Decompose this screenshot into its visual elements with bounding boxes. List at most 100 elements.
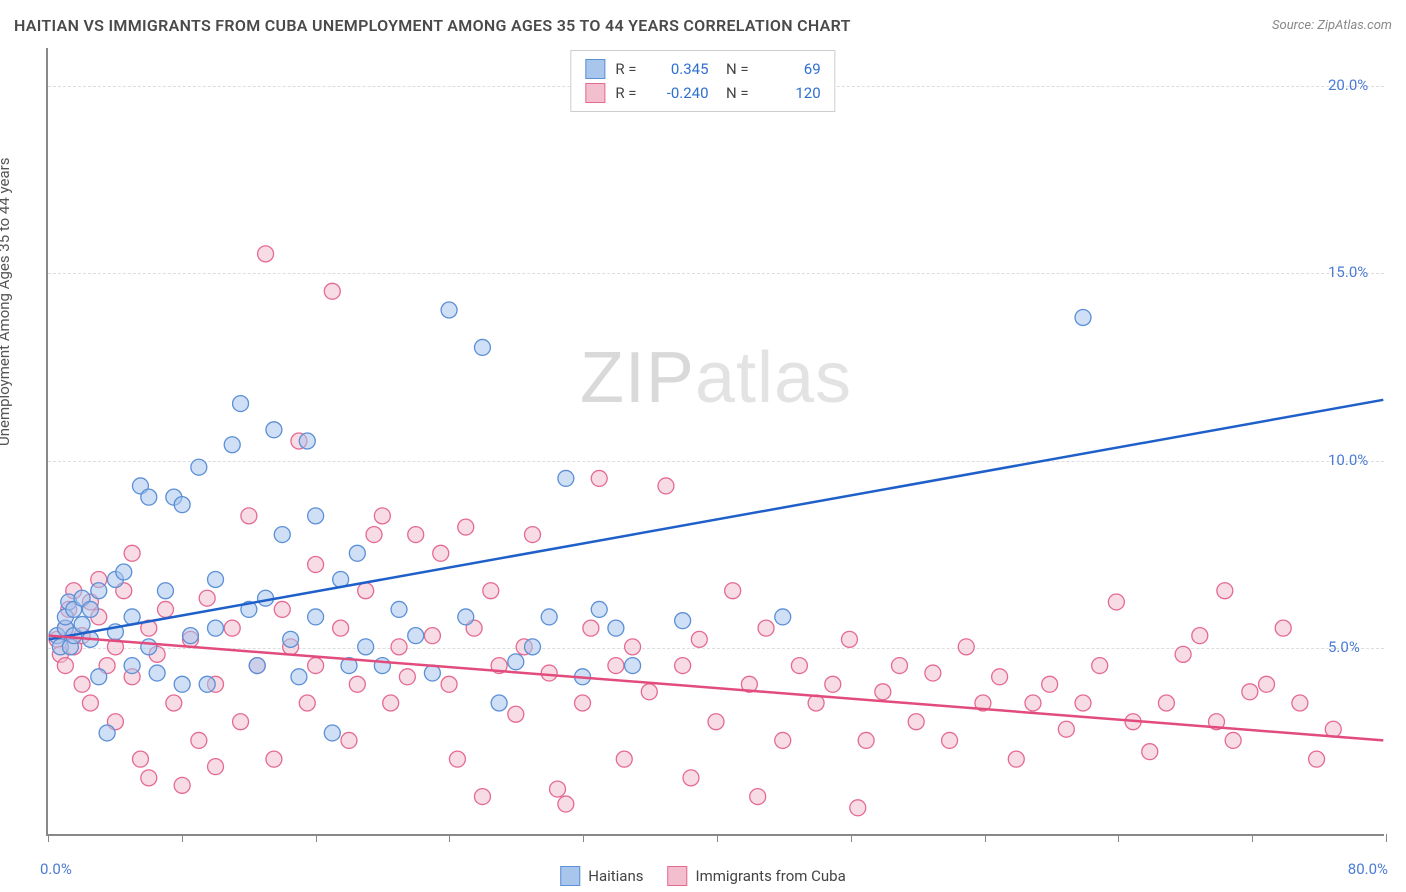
data-point: [366, 527, 382, 543]
series-legend: Haitians Immigrants from Cuba: [560, 866, 846, 886]
legend-item-cuba: Immigrants from Cuba: [667, 866, 845, 886]
data-point: [383, 695, 399, 711]
data-point: [199, 590, 215, 606]
data-point: [474, 339, 490, 355]
data-point: [174, 497, 190, 513]
data-point: [1025, 695, 1041, 711]
data-point: [608, 658, 624, 674]
data-point: [174, 777, 190, 793]
data-point: [308, 557, 324, 573]
data-point: [174, 676, 190, 692]
data-point: [1292, 695, 1308, 711]
data-point: [116, 564, 132, 580]
y-axis-label: Unemployment Among Ages 35 to 44 years: [0, 158, 13, 446]
data-point: [141, 770, 157, 786]
data-point: [74, 616, 90, 632]
data-point: [266, 751, 282, 767]
data-point: [424, 628, 440, 644]
data-point: [1075, 310, 1091, 326]
data-point: [124, 658, 140, 674]
data-point: [525, 527, 541, 543]
data-point: [324, 725, 340, 741]
data-point: [558, 470, 574, 486]
data-point: [299, 433, 315, 449]
data-point: [433, 545, 449, 561]
data-point: [708, 714, 724, 730]
x-tick: [583, 834, 584, 842]
data-point: [791, 658, 807, 674]
data-point: [625, 658, 641, 674]
data-point: [1175, 646, 1191, 662]
data-point: [141, 639, 157, 655]
x-tick: [48, 834, 49, 842]
data-point: [1058, 721, 1074, 737]
data-point: [1142, 744, 1158, 760]
data-point: [1158, 695, 1174, 711]
data-point: [1008, 751, 1024, 767]
data-point: [750, 789, 766, 805]
data-point: [1092, 658, 1108, 674]
plot-container: ZIPatlas: [46, 48, 1384, 836]
data-point: [892, 658, 908, 674]
data-point: [775, 609, 791, 625]
data-point: [1217, 583, 1233, 599]
data-point: [483, 583, 499, 599]
x-tick: [182, 834, 183, 842]
swatch-cuba: [585, 83, 605, 103]
source-label: Source: ZipAtlas.com: [1272, 18, 1392, 33]
data-point: [850, 800, 866, 816]
data-point: [1259, 676, 1275, 692]
x-tick: [985, 834, 986, 842]
data-point: [374, 658, 390, 674]
data-point: [374, 508, 390, 524]
data-point: [1309, 751, 1325, 767]
data-point: [166, 695, 182, 711]
data-point: [274, 527, 290, 543]
data-point: [408, 527, 424, 543]
data-point: [474, 789, 490, 805]
data-point: [132, 751, 148, 767]
n-value-2: 120: [759, 81, 821, 105]
data-point: [725, 583, 741, 599]
data-point: [358, 639, 374, 655]
legend-row-2: R = -0.240 N = 120: [585, 81, 820, 105]
data-point: [541, 665, 557, 681]
data-point: [508, 654, 524, 670]
data-point: [1192, 628, 1208, 644]
data-point: [191, 732, 207, 748]
n-value-1: 69: [759, 57, 821, 81]
x-tick: [1386, 834, 1387, 842]
data-point: [333, 620, 349, 636]
data-point: [408, 628, 424, 644]
data-point: [1325, 721, 1341, 737]
data-point: [183, 628, 199, 644]
data-point: [99, 725, 115, 741]
swatch-cuba-bottom: [667, 866, 687, 886]
data-point: [1108, 594, 1124, 610]
data-point: [541, 609, 557, 625]
data-point: [391, 601, 407, 617]
data-point: [157, 601, 173, 617]
data-point: [258, 246, 274, 262]
data-point: [299, 695, 315, 711]
data-point: [775, 732, 791, 748]
data-point: [308, 508, 324, 524]
data-point: [308, 609, 324, 625]
data-point: [958, 639, 974, 655]
data-point: [758, 620, 774, 636]
data-point: [575, 695, 591, 711]
data-point: [675, 613, 691, 629]
data-point: [266, 422, 282, 438]
plot-area: ZIPatlas: [46, 48, 1384, 836]
data-point: [349, 676, 365, 692]
legend-label-1: Haitians: [588, 867, 643, 885]
data-point: [641, 684, 657, 700]
data-point: [825, 676, 841, 692]
data-point: [583, 620, 599, 636]
data-point: [233, 396, 249, 412]
data-point: [1042, 676, 1058, 692]
data-point: [391, 639, 407, 655]
data-point: [625, 639, 641, 655]
data-point: [992, 669, 1008, 685]
data-point: [908, 714, 924, 730]
